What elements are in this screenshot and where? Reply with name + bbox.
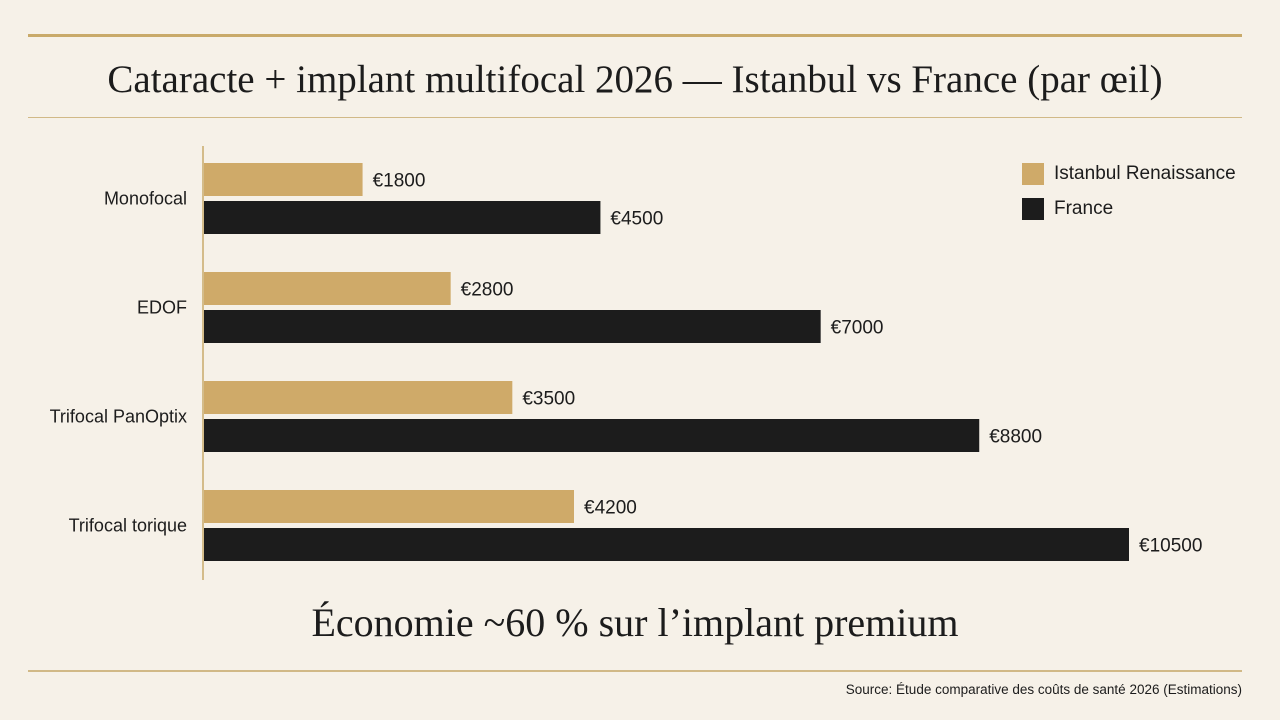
chart-title: Cataracte + implant multifocal 2026 — Is… [107,58,1163,101]
bar-value-label: €8800 [989,427,1042,448]
legend-label-france: France [1054,198,1114,219]
bar-value-label: €3500 [522,389,575,410]
bar-value-label: €4500 [610,209,663,230]
source-note: Source: Étude comparative des coûts de s… [845,682,1242,697]
bar-value-label: €10500 [1139,536,1202,557]
top-rule [28,34,1242,37]
category-label: Trifocal PanOptix [50,407,187,427]
bar-value-label: €1800 [373,171,426,192]
bar-istanbul [204,381,513,414]
bar-france [204,201,601,234]
legend-label-istanbul: Istanbul Renaissance [1054,163,1236,184]
category-label: Trifocal torique [69,516,187,536]
category-label: EDOF [137,298,187,318]
legend-swatch-france [1022,198,1044,220]
bar-value-label: €2800 [461,280,514,301]
savings-headline: Économie ~60 % sur l’implant premium [311,600,959,645]
bar-istanbul [204,490,574,523]
bar-value-label: €7000 [831,318,884,339]
bar-istanbul [204,272,451,305]
bar-france [204,528,1129,561]
category-label: Monofocal [104,189,187,209]
bottom-rule [28,670,1242,672]
bar-value-label: €4200 [584,498,637,519]
legend-item-france: France [1022,197,1236,221]
chart-legend: Istanbul Renaissance France [1022,162,1236,232]
bar-france [204,310,821,343]
title-divider [28,117,1242,118]
legend-item-istanbul: Istanbul Renaissance [1022,162,1236,186]
legend-swatch-istanbul [1022,163,1044,185]
bar-france [204,419,980,452]
bar-istanbul [204,163,363,196]
